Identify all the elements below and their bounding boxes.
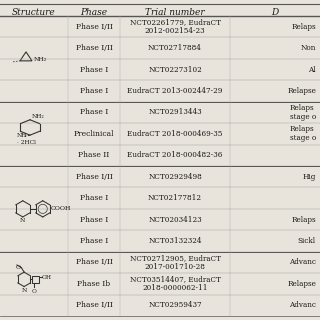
Text: Phase I/II: Phase I/II	[76, 301, 112, 309]
Text: Phase I/II: Phase I/II	[76, 259, 112, 267]
Text: Relaps
stage o: Relaps stage o	[290, 104, 316, 121]
Text: · 2HCl: · 2HCl	[17, 140, 36, 145]
Text: Relaps
stage o: Relaps stage o	[290, 125, 316, 142]
Text: Phase I: Phase I	[80, 194, 108, 202]
Text: Relaps: Relaps	[292, 23, 316, 31]
Text: Trial number: Trial number	[145, 8, 205, 17]
Text: Relaps: Relaps	[292, 216, 316, 224]
Text: NCT02712905, EudraCT
2017-001710-28: NCT02712905, EudraCT 2017-001710-28	[130, 254, 220, 271]
Text: EudraCT 2013-002447-29: EudraCT 2013-002447-29	[127, 87, 223, 95]
Text: Advanc: Advanc	[289, 301, 316, 309]
Text: Phase I/II: Phase I/II	[76, 23, 112, 31]
Text: Phase I: Phase I	[80, 216, 108, 224]
Text: NH₂: NH₂	[32, 114, 45, 119]
Text: COOH: COOH	[51, 206, 71, 211]
Text: Phase I/II: Phase I/II	[76, 44, 112, 52]
Text: Al: Al	[308, 66, 316, 74]
Text: Preclinical: Preclinical	[74, 130, 114, 138]
Text: Non: Non	[300, 44, 316, 52]
Text: Phase I: Phase I	[80, 66, 108, 74]
Text: Phase: Phase	[80, 8, 108, 17]
Text: OH: OH	[42, 275, 52, 280]
Text: Relapse: Relapse	[287, 280, 316, 288]
Text: Phase Ib: Phase Ib	[77, 280, 111, 288]
Text: NCT02273102: NCT02273102	[148, 66, 202, 74]
Text: NCT02929498: NCT02929498	[148, 173, 202, 181]
Text: Structure: Structure	[12, 8, 56, 17]
FancyBboxPatch shape	[0, 16, 320, 316]
Text: O: O	[32, 289, 37, 294]
Text: NCT03132324: NCT03132324	[148, 237, 202, 245]
Text: D: D	[271, 8, 279, 17]
Text: Hig: Hig	[303, 173, 316, 181]
Text: Phase I: Phase I	[80, 108, 108, 116]
Text: EudraCT 2018-000469-35: EudraCT 2018-000469-35	[127, 130, 223, 138]
Text: Phase II: Phase II	[78, 151, 110, 159]
Text: NH₂: NH₂	[34, 57, 47, 62]
Text: Sickl: Sickl	[298, 237, 316, 245]
Text: N: N	[22, 288, 27, 292]
Text: NCT02261779, EudraCT
2012-002154-23: NCT02261779, EudraCT 2012-002154-23	[130, 18, 220, 35]
Text: Phase I/II: Phase I/II	[76, 173, 112, 181]
Text: Phase I: Phase I	[80, 237, 108, 245]
Text: NCT03514407, EudraCT
2018-0000062-11: NCT03514407, EudraCT 2018-0000062-11	[130, 275, 220, 292]
Text: NH: NH	[17, 133, 27, 138]
Text: Advanc: Advanc	[289, 259, 316, 267]
Text: NCT02913443: NCT02913443	[148, 108, 202, 116]
Text: NCT02177812: NCT02177812	[148, 194, 202, 202]
Text: EudraCT 2018-000482-36: EudraCT 2018-000482-36	[127, 151, 223, 159]
Text: NCT02959437: NCT02959437	[148, 301, 202, 309]
Text: N: N	[20, 219, 26, 223]
Text: NCT02034123: NCT02034123	[148, 216, 202, 224]
Text: Phase I: Phase I	[80, 87, 108, 95]
Text: NCT02717884: NCT02717884	[148, 44, 202, 52]
Text: Relapse: Relapse	[287, 87, 316, 95]
Text: O: O	[15, 265, 20, 270]
